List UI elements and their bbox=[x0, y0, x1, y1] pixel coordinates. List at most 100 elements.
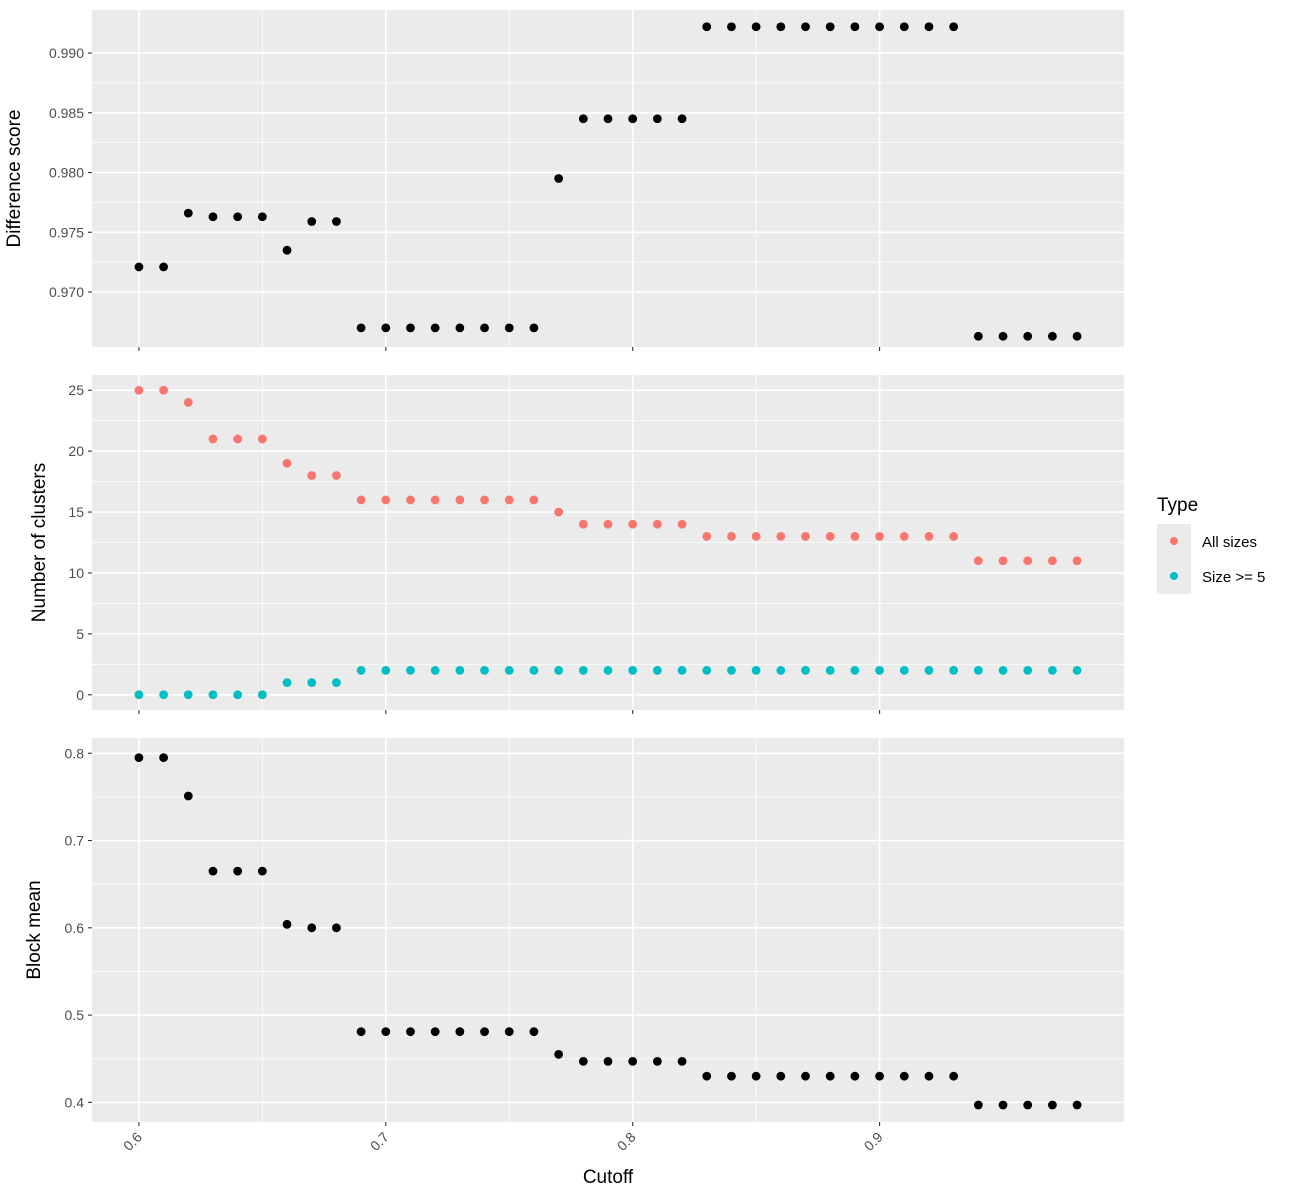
data-point bbox=[603, 519, 613, 529]
data-point bbox=[356, 495, 366, 505]
data-point bbox=[825, 22, 835, 32]
data-point bbox=[899, 1071, 909, 1081]
data-point bbox=[554, 666, 564, 675]
data-point bbox=[430, 666, 440, 675]
data-point bbox=[776, 666, 786, 675]
data-point bbox=[307, 217, 317, 226]
data-point bbox=[406, 666, 415, 675]
data-point bbox=[208, 690, 218, 700]
data-point bbox=[603, 1056, 613, 1066]
data-point bbox=[233, 690, 243, 700]
data-point bbox=[677, 1056, 687, 1066]
data-point bbox=[183, 208, 193, 218]
data-point bbox=[208, 866, 218, 876]
data-point bbox=[233, 866, 243, 876]
y-tick-label: 20 bbox=[68, 443, 84, 459]
legend-key-size-ge-5 bbox=[1170, 572, 1178, 580]
data-point bbox=[1072, 331, 1082, 341]
data-point bbox=[529, 323, 539, 333]
data-point bbox=[381, 1027, 391, 1037]
y-tick-label: 0.990 bbox=[49, 45, 84, 61]
data-point bbox=[751, 1071, 761, 1081]
data-point bbox=[875, 666, 884, 675]
data-point bbox=[776, 1071, 786, 1081]
data-point bbox=[1048, 1100, 1057, 1110]
data-point bbox=[307, 678, 317, 687]
data-point bbox=[801, 666, 810, 675]
data-point bbox=[282, 919, 292, 929]
y-tick-label: 10 bbox=[68, 565, 84, 581]
data-point bbox=[183, 690, 193, 700]
data-point bbox=[899, 22, 909, 32]
data-point bbox=[603, 666, 613, 675]
data-point bbox=[134, 262, 144, 272]
data-point bbox=[159, 385, 168, 395]
data-point bbox=[406, 495, 415, 505]
data-point bbox=[702, 532, 712, 541]
y-tick-label: 25 bbox=[68, 382, 84, 398]
data-point bbox=[727, 22, 736, 32]
series-number-of-clusters-1 bbox=[134, 666, 1082, 700]
data-point bbox=[751, 22, 761, 32]
legend: Type All sizes Size >= 5 bbox=[1157, 495, 1265, 594]
y-tick-label: 0.6 bbox=[65, 920, 85, 936]
data-point bbox=[455, 666, 465, 675]
data-point bbox=[973, 556, 983, 566]
data-point bbox=[825, 1071, 835, 1081]
data-point bbox=[356, 1027, 366, 1037]
series-number-of-clusters-0 bbox=[134, 385, 1082, 566]
data-point bbox=[257, 866, 267, 876]
data-point bbox=[899, 666, 909, 675]
data-point bbox=[727, 1071, 736, 1081]
data-point bbox=[529, 1027, 539, 1037]
y-tick-label: 0.5 bbox=[65, 1007, 85, 1023]
data-point bbox=[973, 331, 983, 341]
data-point bbox=[332, 471, 341, 480]
legend-key-background bbox=[1157, 524, 1191, 594]
data-point bbox=[430, 1027, 440, 1037]
data-point bbox=[430, 323, 440, 333]
y-tick-label: 0.975 bbox=[49, 224, 84, 240]
x-tick-label: 0.8 bbox=[614, 1129, 639, 1154]
data-point bbox=[1048, 666, 1057, 675]
data-point bbox=[677, 666, 687, 675]
data-point bbox=[628, 666, 638, 675]
data-point bbox=[554, 174, 564, 183]
x-axis-title: Cutoff bbox=[583, 1167, 634, 1188]
data-point bbox=[159, 690, 168, 700]
data-point bbox=[504, 1027, 514, 1037]
data-point bbox=[332, 217, 341, 226]
data-point bbox=[801, 532, 810, 541]
data-point bbox=[1072, 556, 1082, 566]
data-point bbox=[850, 22, 860, 32]
data-point bbox=[356, 323, 366, 333]
data-point bbox=[677, 519, 687, 529]
data-point bbox=[652, 114, 662, 124]
data-point bbox=[578, 666, 588, 675]
data-point bbox=[628, 519, 638, 529]
data-point bbox=[282, 678, 292, 687]
y-tick-label: 0.7 bbox=[65, 833, 85, 849]
data-point bbox=[455, 323, 465, 333]
panel-difference-score: 0.970 0.975 0.980 0.985 0.990 Difference scor… bbox=[4, 10, 1124, 351]
data-point bbox=[677, 114, 687, 124]
data-point bbox=[578, 114, 588, 124]
data-point bbox=[603, 114, 613, 124]
y-tick-label: 0.980 bbox=[49, 165, 84, 181]
y-axis-title-block-mean: Block mean bbox=[24, 880, 45, 979]
data-point bbox=[628, 1056, 638, 1066]
panel-background bbox=[92, 10, 1124, 347]
legend-label-size-ge-5: Size >= 5 bbox=[1202, 569, 1265, 586]
data-point bbox=[307, 471, 317, 480]
data-point bbox=[381, 323, 391, 333]
data-point bbox=[652, 666, 662, 675]
y-axis-title-difference-score: Difference score bbox=[4, 110, 25, 248]
data-point bbox=[973, 1100, 983, 1110]
data-point bbox=[233, 434, 243, 444]
data-point bbox=[406, 1027, 415, 1037]
data-point bbox=[776, 532, 786, 541]
data-point bbox=[998, 1100, 1008, 1110]
data-point bbox=[801, 22, 810, 32]
data-point bbox=[208, 434, 218, 444]
y-tick-label: 0.4 bbox=[65, 1094, 85, 1110]
